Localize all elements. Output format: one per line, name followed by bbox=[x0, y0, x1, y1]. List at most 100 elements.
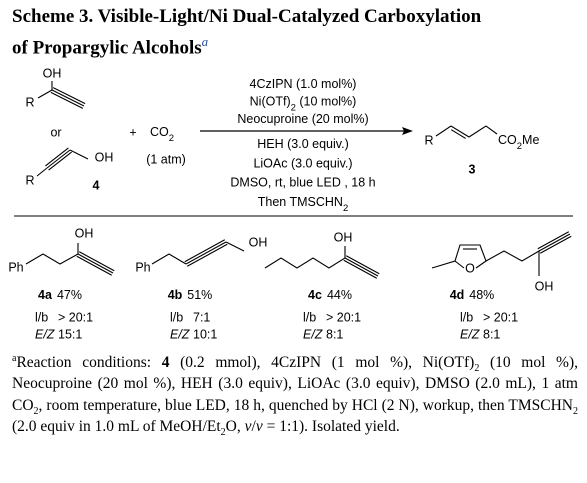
yield: 44% bbox=[327, 288, 352, 302]
condition: HEH (3.0 equiv.) bbox=[257, 137, 348, 151]
bond bbox=[184, 239, 226, 263]
label: 4 bbox=[93, 178, 100, 192]
compound-label: 4b 51% bbox=[168, 288, 213, 302]
ratio-label: E/Z bbox=[35, 327, 55, 341]
yield: 51% bbox=[187, 288, 212, 302]
label: OH bbox=[95, 150, 114, 164]
text-run: HEH (3.0 equiv.) bbox=[257, 137, 348, 151]
text-run: Then TMSCHN bbox=[258, 195, 343, 209]
footnote-run: / bbox=[251, 418, 256, 436]
bond bbox=[225, 241, 245, 252]
atom-label: Ph bbox=[8, 260, 23, 274]
bond bbox=[37, 81, 53, 99]
text-run: DMSO, rt, blue LED , 18 h bbox=[230, 176, 375, 190]
text-run: CO bbox=[150, 125, 169, 139]
compound-id: 4a bbox=[38, 288, 53, 302]
ratio: 10:1 bbox=[193, 327, 217, 341]
ratio-label: l/b bbox=[35, 310, 48, 324]
footnote-run: Reaction conditions: bbox=[16, 354, 162, 371]
arrow-head bbox=[402, 127, 413, 135]
yield: 47% bbox=[57, 288, 82, 302]
ratio-label: l/b bbox=[303, 310, 316, 324]
condition: Ni(OTf)2 (10 mol%) bbox=[250, 95, 357, 114]
bond bbox=[52, 87, 86, 105]
footnote-run: , room temperature, blue LED, 18 h, quen… bbox=[38, 396, 573, 414]
compound-label: 4d 48% bbox=[450, 288, 495, 302]
bond bbox=[345, 255, 380, 275]
footnote-run: (2.0 equiv in 1.0 mL of MeOH/Et bbox=[12, 418, 221, 436]
text-run: 4CzIPN (1.0 mol%) bbox=[250, 77, 357, 91]
condition: Then TMSCHN2 bbox=[258, 195, 349, 214]
bond bbox=[25, 243, 79, 265]
bond bbox=[69, 149, 89, 160]
title-text: of Propargylic Alcohols bbox=[12, 37, 202, 59]
footnote-run: 2 bbox=[220, 427, 226, 439]
bond bbox=[50, 91, 84, 109]
footnote-run: O, bbox=[225, 418, 245, 436]
footnote-run: (10 mol %), Neocuproine (20 mol %), HEH … bbox=[12, 354, 578, 414]
bond bbox=[264, 246, 346, 269]
ratio-label: E/Z bbox=[170, 327, 190, 341]
bond bbox=[76, 255, 113, 276]
atom-label: OH bbox=[535, 279, 554, 293]
ratio: 7:1 bbox=[193, 310, 210, 324]
title-line: Scheme 3. Visible-Light/Ni Dual-Catalyze… bbox=[12, 6, 482, 27]
bond bbox=[151, 253, 187, 265]
ratio: 15:1 bbox=[58, 327, 82, 341]
label: + bbox=[129, 125, 136, 139]
title-line: of Propargylic Alcoholsa bbox=[12, 29, 582, 60]
text-run: 2 bbox=[517, 141, 522, 152]
label: (1 atm) bbox=[146, 152, 186, 166]
label: R bbox=[25, 173, 34, 187]
label: OH bbox=[43, 66, 62, 80]
ratio: 8:1 bbox=[483, 327, 500, 341]
ratio: > 20:1 bbox=[326, 310, 361, 324]
footnote-mark: a bbox=[201, 34, 209, 49]
bond bbox=[36, 167, 48, 177]
co2: CO2 bbox=[150, 125, 174, 144]
footnote-run: v bbox=[255, 418, 263, 436]
bond bbox=[51, 89, 85, 107]
text-run: Neocuproine (20 mol%) bbox=[237, 112, 368, 126]
atom-label: O bbox=[465, 261, 475, 275]
bond bbox=[537, 231, 570, 250]
bond bbox=[343, 259, 378, 279]
text-run: (10 mol%) bbox=[296, 95, 356, 109]
bond bbox=[48, 151, 72, 171]
compound-label: 4a 47% bbox=[38, 288, 82, 302]
footnote-run: = 1:1). Isolated yield. bbox=[262, 418, 400, 436]
bond bbox=[454, 260, 465, 269]
text-run: Ni(OTf) bbox=[250, 95, 291, 109]
text-run: CO bbox=[498, 133, 517, 147]
footnote-run: 4 bbox=[161, 354, 170, 371]
atom-label: OH bbox=[249, 235, 268, 249]
condition: LiOAc (3.0 equiv.) bbox=[253, 157, 352, 171]
atom-label: OH bbox=[75, 226, 94, 240]
bond bbox=[344, 257, 379, 277]
text-run: LiOAc (3.0 equiv.) bbox=[253, 157, 352, 171]
ratio: > 20:1 bbox=[483, 310, 518, 324]
bond bbox=[450, 125, 470, 138]
bond bbox=[450, 129, 466, 139]
compound-id: 4c bbox=[308, 288, 322, 302]
compound-id: 4b bbox=[168, 288, 183, 302]
ratio: > 20:1 bbox=[58, 310, 93, 324]
label: R bbox=[424, 133, 433, 147]
text-run: 2 bbox=[343, 203, 348, 214]
bond bbox=[485, 250, 540, 276]
label: R bbox=[25, 95, 34, 109]
bond bbox=[431, 244, 487, 269]
ester: CO2Me bbox=[498, 133, 539, 152]
ratio-label: E/Z bbox=[460, 327, 480, 341]
condition: DMSO, rt, blue LED , 18 h bbox=[230, 176, 375, 190]
footnote-run: 2 bbox=[573, 405, 578, 417]
compound-id: 4d bbox=[450, 288, 465, 302]
ratio-label: E/Z bbox=[303, 327, 323, 341]
footnote-run: (0.2 mmol), 4CzIPN (1 mol %), Ni(OTf) bbox=[169, 354, 475, 371]
footnote-run: 2 bbox=[474, 363, 480, 375]
label: or bbox=[50, 125, 61, 139]
label: 3 bbox=[469, 162, 476, 176]
bond bbox=[185, 241, 227, 265]
